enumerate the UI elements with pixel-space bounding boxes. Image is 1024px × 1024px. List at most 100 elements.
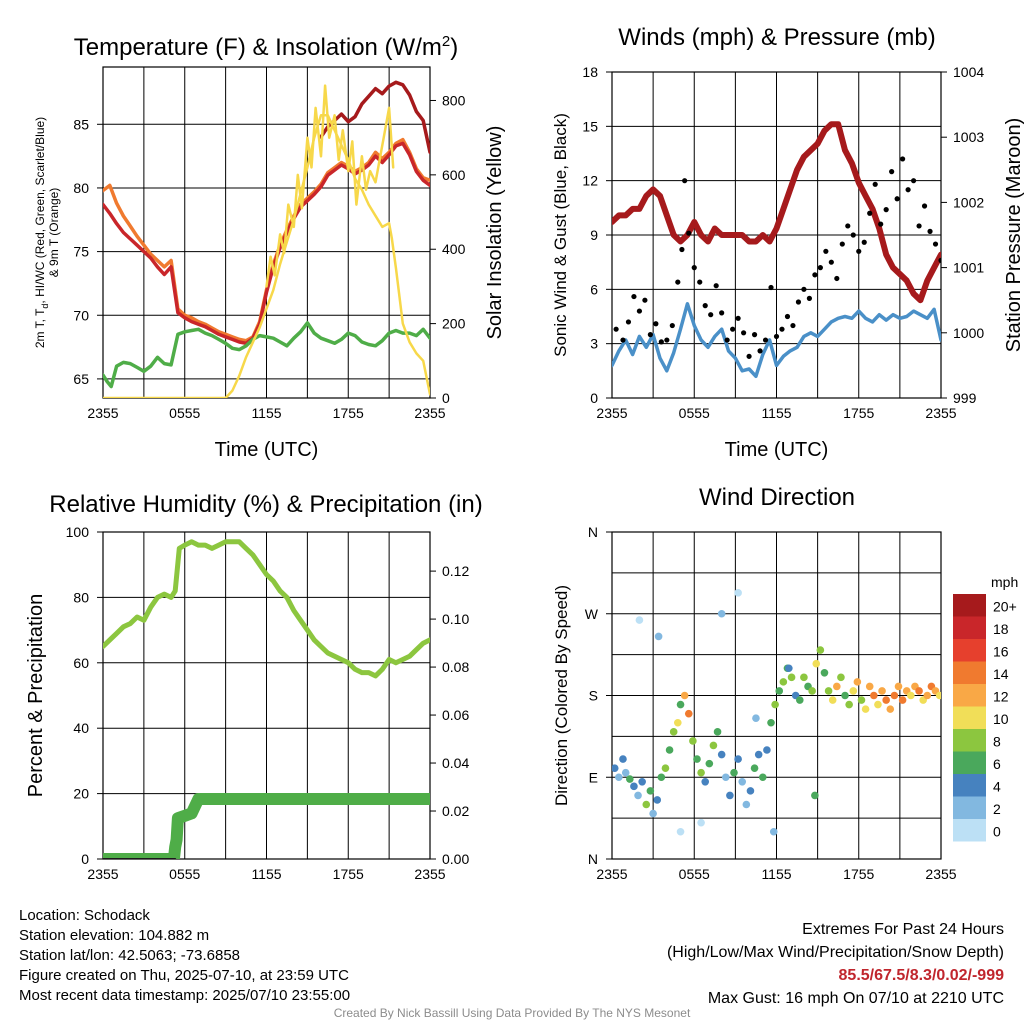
legend-swatch xyxy=(953,616,986,639)
data-point xyxy=(907,691,915,700)
credit-line: Created By Nick Bassill Using Data Provi… xyxy=(333,1006,691,1020)
data-point xyxy=(634,791,642,800)
data-point xyxy=(874,700,882,709)
data-point xyxy=(872,181,878,187)
data-point xyxy=(665,746,674,754)
y-axis-label: Percent & Precipitation xyxy=(25,594,47,797)
legend-label: 4 xyxy=(993,778,1001,794)
y-axis-label: Direction (Colored By Speed) xyxy=(552,585,571,806)
legend-swatch xyxy=(953,729,986,752)
legend-label: 2 xyxy=(993,801,1001,817)
station-elevation: Station elevation: 104.882 m xyxy=(19,927,210,944)
chart-title: Relative Humidity (%) & Precipitation (i… xyxy=(49,491,482,518)
data-point xyxy=(839,241,845,247)
data-point xyxy=(713,728,722,736)
y-tick-label: 40 xyxy=(73,720,89,736)
data-point xyxy=(621,768,630,777)
plot-area xyxy=(612,589,941,836)
data-point xyxy=(850,232,856,238)
data-point xyxy=(889,169,895,175)
y-axis-label: 2m T, Td, HI/WC (Red, Green, Scarlet/Blu… xyxy=(33,117,61,348)
data-point xyxy=(787,673,796,682)
plot-area xyxy=(612,121,941,379)
y2-tick-label: 1004 xyxy=(953,64,984,80)
data-point xyxy=(658,339,664,345)
extremes-values: 85.5/67.5/8.3/0.02/-999 xyxy=(838,967,1004,984)
data-point xyxy=(735,315,741,321)
data-point xyxy=(713,283,719,289)
legend-swatch xyxy=(953,661,986,684)
legend-label: 18 xyxy=(993,621,1009,637)
data-point xyxy=(894,682,903,691)
y-tick-label: 80 xyxy=(73,180,89,196)
y-tick-label: E xyxy=(589,769,598,785)
data-point xyxy=(763,746,771,754)
legend-swatch xyxy=(953,684,986,707)
y-tick-label: 15 xyxy=(582,118,598,134)
y2-tick-label: 0.04 xyxy=(442,755,469,771)
data-point xyxy=(771,700,779,709)
data-point xyxy=(676,700,685,709)
data-point xyxy=(861,239,867,245)
data-point xyxy=(742,800,751,809)
data-point xyxy=(775,687,784,695)
series-line xyxy=(265,84,395,288)
y2-tick-label: 200 xyxy=(442,316,466,332)
data-point xyxy=(886,705,895,713)
series-line xyxy=(103,141,430,346)
data-point xyxy=(784,313,791,320)
data-point xyxy=(785,664,793,673)
data-point xyxy=(751,332,758,338)
y-label-sub: d xyxy=(40,304,50,309)
data-point xyxy=(750,764,759,772)
data-point xyxy=(841,691,849,700)
legend-label: 16 xyxy=(993,643,1009,659)
data-point xyxy=(679,246,685,253)
data-point xyxy=(620,337,626,343)
station-location: Location: Schodack xyxy=(19,907,150,924)
y-axis-label-line1: 2m T, Td, HI/WC (Red, Green, Scarlet/Blu… xyxy=(33,117,50,348)
y-tick-label: 65 xyxy=(73,371,89,387)
series-line xyxy=(103,321,430,389)
y-tick-label: 100 xyxy=(66,524,90,540)
legend-title: mph xyxy=(991,574,1018,590)
legend-swatch xyxy=(953,796,986,819)
data-point xyxy=(779,678,788,686)
data-point xyxy=(890,691,899,700)
data-point xyxy=(834,275,840,282)
y2-axis-label: Solar Insolation (Yellow) xyxy=(484,126,506,340)
chart-title: Wind Direction xyxy=(699,484,855,511)
data-point xyxy=(790,322,796,329)
data-point xyxy=(861,705,870,713)
legend-swatch xyxy=(953,751,986,774)
y-tick-label: 85 xyxy=(73,116,89,132)
data-point xyxy=(730,326,736,332)
y2-axis-label: Station Pressure (Maroon) xyxy=(1003,118,1024,353)
data-point xyxy=(923,691,932,700)
series-line xyxy=(319,80,430,155)
grid xyxy=(102,531,431,860)
grid xyxy=(611,71,942,399)
data-point xyxy=(812,272,818,278)
y-axis-label: Sonic Wind & Gust (Blue, Black) xyxy=(551,113,570,357)
x-tick-label: 2355 xyxy=(925,866,956,882)
x-tick-label: 1155 xyxy=(761,866,791,882)
data-point xyxy=(717,609,726,618)
y-tick-label: 0 xyxy=(590,390,598,406)
data-point xyxy=(817,265,823,271)
y-tick-label: 6 xyxy=(590,281,598,297)
data-point xyxy=(697,768,705,777)
series-line xyxy=(103,793,430,859)
x-tick-label: 2355 xyxy=(925,405,956,421)
series-line xyxy=(612,121,941,304)
y2-tick-label: 1002 xyxy=(953,194,984,210)
data-point xyxy=(795,299,802,305)
data-point xyxy=(757,348,763,354)
y2-tick-label: 0.06 xyxy=(442,707,469,723)
data-point xyxy=(689,737,697,745)
x-axis-label: Time (UTC) xyxy=(215,439,319,461)
plot-area xyxy=(103,539,430,859)
y-tick-label: 18 xyxy=(582,64,598,80)
y-label-part: 2m T, T xyxy=(33,308,47,348)
data-point xyxy=(680,691,689,700)
